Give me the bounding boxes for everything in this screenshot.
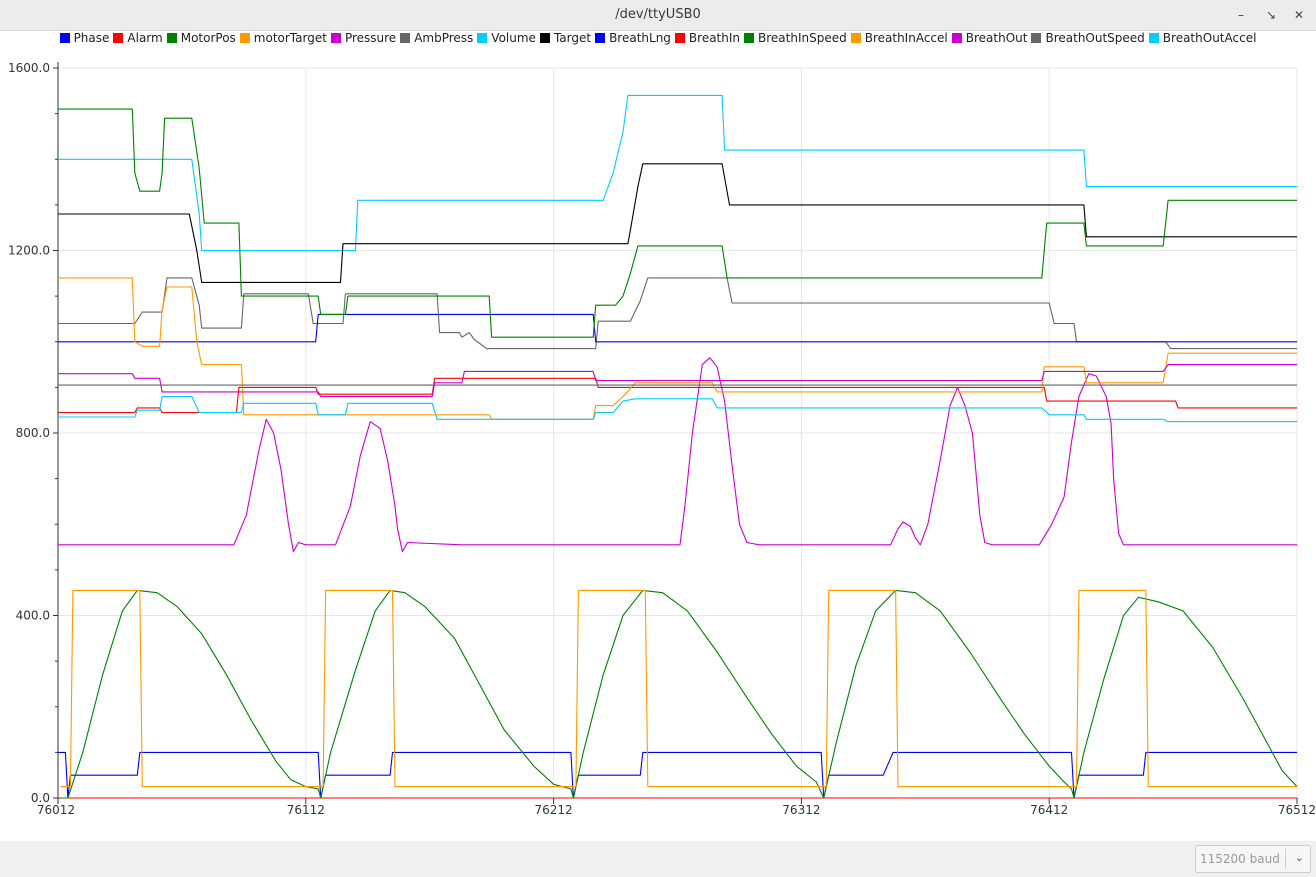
legend-label: Alarm bbox=[127, 31, 163, 45]
select-divider bbox=[1285, 849, 1286, 869]
legend-item: AmbPress bbox=[400, 31, 473, 45]
y-tick-label: 800.0 bbox=[16, 426, 50, 440]
legend-item: BreathInAccel bbox=[850, 31, 948, 45]
legend-label: BreathOutAccel bbox=[1162, 31, 1257, 45]
legend-label: BreathOutSpeed bbox=[1045, 31, 1145, 45]
series-line-breathin bbox=[58, 377, 1297, 414]
x-tick-label: 76112 bbox=[287, 803, 325, 817]
x-tick-label: 76512 bbox=[1278, 803, 1316, 817]
legend-swatch bbox=[239, 33, 250, 43]
legend-label: Target bbox=[553, 31, 592, 45]
legend-item: Target bbox=[539, 31, 592, 45]
legend-label: motorTarget bbox=[253, 31, 327, 45]
legend-label: BreathIn bbox=[688, 31, 741, 45]
legend-label: BreathInSpeed bbox=[758, 31, 847, 45]
series-line-volume bbox=[58, 94, 1297, 252]
series-line-ambpress bbox=[58, 277, 1297, 350]
legend-swatch bbox=[113, 33, 124, 43]
series-line-breathinspeed bbox=[58, 108, 1297, 338]
series-line-phase bbox=[58, 751, 1297, 799]
chevron-down-icon: ⌄ bbox=[1294, 851, 1304, 864]
legend-item: Alarm bbox=[113, 31, 163, 45]
y-tick-label: 1600.0 bbox=[8, 61, 50, 75]
legend-item: BreathOut bbox=[951, 31, 1028, 45]
legend-swatch bbox=[744, 33, 755, 43]
legend-label: Phase bbox=[73, 31, 110, 45]
legend-swatch bbox=[674, 33, 685, 43]
legend-swatch bbox=[951, 33, 962, 43]
legend-swatch bbox=[477, 33, 488, 43]
legend-swatch bbox=[539, 33, 550, 43]
status-bar bbox=[0, 842, 1316, 877]
legend-item: BreathLng bbox=[595, 31, 671, 45]
title-bar: /dev/ttyUSB0 – ↘ ✕ bbox=[0, 0, 1316, 31]
chart-legend: Phase Alarm MotorPos motorTarget Pressure Amb… bbox=[0, 31, 1316, 51]
legend-item: Volume bbox=[477, 31, 536, 45]
y-tick-label: 1200.0 bbox=[8, 244, 50, 258]
legend-label: AmbPress bbox=[414, 31, 474, 45]
legend-label: Volume bbox=[491, 31, 536, 45]
close-icon[interactable]: ✕ bbox=[1293, 8, 1305, 22]
legend-item: motorTarget bbox=[239, 31, 327, 45]
series-line-motortarget bbox=[60, 589, 1297, 788]
legend-label: BreathInAccel bbox=[864, 31, 948, 45]
legend-swatch bbox=[1148, 33, 1159, 43]
legend-item: BreathOutSpeed bbox=[1031, 31, 1145, 45]
series-line-target bbox=[58, 163, 1297, 283]
legend-swatch bbox=[595, 33, 606, 43]
legend-item: Pressure bbox=[330, 31, 397, 45]
series-line-breathout bbox=[58, 364, 1297, 398]
legend-label: BreathLng bbox=[609, 31, 671, 45]
legend-swatch bbox=[59, 33, 70, 43]
series-line-breathoutaccel bbox=[58, 395, 1297, 423]
baud-rate-select[interactable]: 115200 baud ⌄ bbox=[1195, 845, 1311, 873]
series-line-motorpos bbox=[60, 589, 1298, 799]
legend-label: BreathOut bbox=[965, 31, 1028, 45]
x-tick-label: 76212 bbox=[535, 803, 573, 817]
minimize-icon[interactable]: – bbox=[1238, 8, 1244, 22]
legend-item: BreathInSpeed bbox=[744, 31, 847, 45]
x-tick-label: 76012 bbox=[37, 803, 75, 817]
legend-item: MotorPos bbox=[166, 31, 236, 45]
legend-swatch bbox=[330, 33, 341, 43]
legend-item: BreathOutAccel bbox=[1148, 31, 1257, 45]
baud-rate-value: 115200 baud bbox=[1200, 852, 1280, 866]
series-line-pressure bbox=[58, 357, 1297, 553]
legend-swatch bbox=[850, 33, 861, 43]
restore-icon[interactable]: ↘ bbox=[1265, 8, 1277, 22]
x-tick-label: 76412 bbox=[1030, 803, 1068, 817]
legend-swatch bbox=[400, 33, 411, 43]
legend-swatch bbox=[1031, 33, 1042, 43]
legend-item: BreathIn bbox=[674, 31, 741, 45]
window-title: /dev/ttyUSB0 bbox=[615, 7, 701, 22]
legend-label: Pressure bbox=[344, 31, 397, 45]
x-tick-label: 76312 bbox=[782, 803, 820, 817]
y-tick-label: 400.0 bbox=[16, 609, 50, 623]
y-tick-label: 0.0 bbox=[31, 791, 50, 805]
series-line-breathlng bbox=[58, 313, 1297, 343]
legend-label: MotorPos bbox=[180, 31, 236, 45]
legend-swatch bbox=[166, 33, 177, 43]
legend-item: Phase bbox=[59, 31, 110, 45]
